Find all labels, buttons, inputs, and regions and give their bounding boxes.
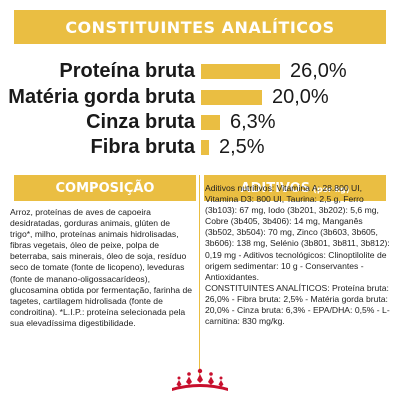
nutrient-value: 20,0%	[272, 86, 329, 108]
analytical-constituents-banner: CONSTITUINTES ANALÍTICOS	[14, 10, 386, 44]
additives-paragraph-nutritive: Aditivos nutritivos: Vitamina A: 28.800 …	[205, 183, 390, 282]
nutrient-row: Cinza bruta 6,3%	[0, 109, 400, 135]
additives-title: ADITIVOS	[240, 180, 311, 196]
nutrient-label: Matéria gorda bruta	[8, 86, 195, 108]
composition-title: COMPOSIÇÃO	[55, 180, 155, 196]
nutrient-bar	[201, 64, 280, 79]
nutrient-row: Matéria gorda bruta 20,0%	[0, 84, 400, 110]
nutrient-value: 26,0%	[290, 60, 347, 82]
banner-title: CONSTITUINTES ANALÍTICOS	[65, 17, 335, 37]
additives-unit: (por kg)	[313, 184, 350, 194]
additives-paragraph-constituents: CONSTITUINTES ANALÍTICOS: Proteína bruta…	[205, 282, 390, 327]
nutrient-bar	[201, 115, 220, 130]
additives-header: ADITIVOS (por kg)	[204, 175, 386, 201]
nutrient-value: 6,3%	[230, 111, 276, 133]
nutrient-value: 2,5%	[219, 136, 265, 158]
composition-text: Arroz, proteínas de aves de capoeira des…	[10, 207, 193, 328]
nutrient-label: Cinza bruta	[86, 111, 195, 133]
nutrient-row: Fibra bruta 2,5%	[0, 134, 400, 160]
nutrient-label: Fibra bruta	[90, 136, 195, 158]
column-divider	[199, 175, 200, 375]
nutrient-bar	[201, 140, 209, 155]
additives-text: Aditivos nutritivos: Vitamina A: 28.800 …	[205, 183, 393, 327]
nutrient-row: Proteína bruta 26,0%	[0, 58, 400, 84]
composition-header: COMPOSIÇÃO	[14, 175, 196, 201]
nutrient-label: Proteína bruta	[59, 60, 195, 82]
nutrient-bar	[201, 90, 262, 105]
royal-canin-crown-logo-icon	[172, 368, 228, 391]
